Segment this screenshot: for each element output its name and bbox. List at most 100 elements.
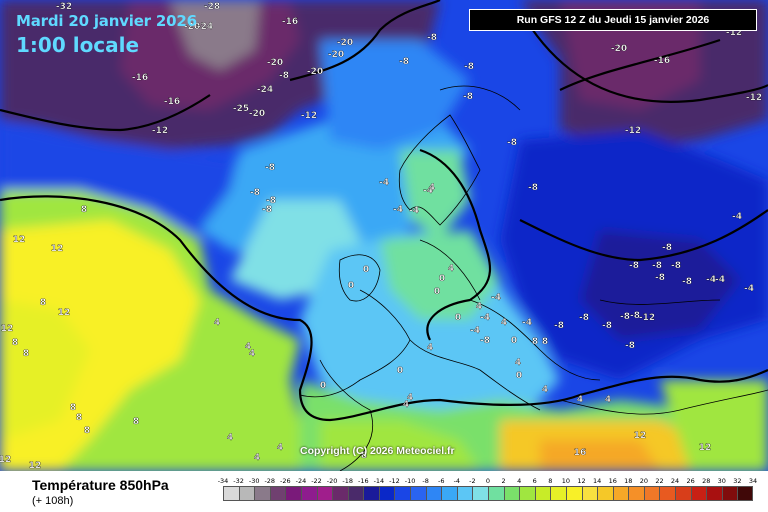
- isotherm-label: -16: [164, 97, 180, 107]
- legend-swatch: [565, 486, 582, 501]
- isotherm-label: -20: [611, 44, 627, 54]
- isotherm-label: 4: [476, 302, 482, 312]
- legend-swatch: [597, 486, 614, 501]
- isotherm-label: -12: [301, 111, 317, 121]
- legend-swatch: [581, 486, 598, 501]
- isotherm-label: -4: [393, 205, 403, 215]
- legend-swatch: [269, 486, 286, 501]
- legend-tick-label: 22: [655, 477, 664, 485]
- run-info-text: Run GFS 12 Z du Jeudi 15 janvier 2026: [516, 14, 710, 26]
- isotherm-label: 4: [403, 400, 409, 410]
- legend-tick-label: 10: [561, 477, 571, 485]
- isotherm-label: -8: [652, 261, 662, 271]
- isotherm-label: -8: [662, 243, 672, 253]
- footer-bar: Température 850hPa (+ 108h) -34 -32 -30 -28…: [0, 471, 768, 512]
- legend-swatch: [488, 486, 504, 501]
- isotherm-label: -8: [250, 188, 260, 198]
- legend-tick-label: -30: [248, 477, 260, 485]
- legend-swatch: [737, 486, 754, 501]
- isotherm-label: -24: [257, 85, 273, 95]
- isotherm-label: -12: [639, 313, 655, 323]
- legend-tick-label: -14: [373, 477, 385, 485]
- legend-tick-label: -6: [437, 477, 445, 485]
- isotherm-label: 4: [249, 349, 255, 359]
- isotherm-label: -8: [579, 313, 589, 323]
- isotherm-label: 12: [13, 235, 26, 245]
- isotherm-label: 8: [70, 403, 76, 413]
- isotherm-label: -28: [204, 2, 220, 12]
- legend-swatch: [347, 486, 364, 501]
- isotherm-label: 12: [51, 244, 64, 254]
- legend-swatch: [254, 486, 271, 501]
- legend-tick-label: 20: [639, 477, 649, 485]
- isotherm-label: -8: [427, 33, 437, 43]
- isotherm-label: -8: [399, 57, 409, 67]
- isotherm-label: -12: [726, 28, 742, 38]
- lead-time: (+ 108h): [32, 495, 74, 507]
- isotherm-label: -12: [152, 126, 168, 136]
- legend-swatch: [363, 486, 380, 501]
- legend-swatch: [378, 486, 395, 501]
- isotherm-label: -4: [522, 318, 532, 328]
- legend-swatch: [332, 486, 349, 501]
- isotherm-label: 4: [254, 453, 260, 463]
- legend-tick-label: 16: [608, 477, 617, 485]
- isotherm-label: -4: [744, 284, 754, 294]
- legend-tick-label: -8: [422, 477, 429, 485]
- isotherm-label: 8: [133, 417, 139, 427]
- legend-tick-label: 28: [702, 477, 711, 485]
- legend-tick-label: -34: [217, 477, 229, 485]
- variable-title: Température 850hPa: [32, 477, 169, 493]
- legend-tick-label: 18: [624, 477, 633, 485]
- valid-local-time: 1:00 locale: [16, 33, 140, 57]
- valid-date: Mardi 20 janvier 2026: [16, 12, 197, 30]
- legend-swatch: [410, 486, 427, 501]
- isotherm-label: -8: [655, 273, 665, 283]
- legend-tick-label: -20: [326, 477, 338, 485]
- isotherm-label: -4: [409, 206, 419, 216]
- isotherm-label: -20: [184, 22, 200, 32]
- isotherm-label: 12: [1, 324, 14, 334]
- isotherm-label: -4: [470, 326, 480, 336]
- legend-swatch: [690, 486, 707, 501]
- isotherm-label: 12: [634, 431, 647, 441]
- isotherm-label: 4: [501, 318, 507, 328]
- isotherm-label: -20: [337, 38, 353, 48]
- isotherm-label: -8: [528, 183, 538, 193]
- legend-swatch: [721, 486, 738, 501]
- isotherm-label: 16: [574, 448, 587, 458]
- isotherm-label: -20: [307, 67, 323, 77]
- legend-swatch: [316, 486, 333, 501]
- legend-tick-label: 4: [517, 477, 522, 485]
- legend-swatch: [238, 486, 255, 501]
- isotherm-label: -4: [423, 186, 433, 196]
- isotherm-label: 0: [455, 313, 461, 323]
- isotherm-label: -8: [262, 205, 272, 215]
- isotherm-label: -4: [706, 275, 716, 285]
- legend-tick-label: -12: [389, 477, 400, 485]
- isotherm-label: 8: [532, 337, 538, 347]
- legend-swatch: [456, 486, 473, 501]
- isotherm-label: 4: [515, 358, 521, 368]
- legend-tick-label: -2: [469, 477, 476, 485]
- legend-tick-label: -18: [342, 477, 354, 485]
- legend-tick-label: 14: [592, 477, 602, 485]
- isotherm-label: 8: [361, 451, 367, 461]
- isotherm-label: -4: [715, 275, 725, 285]
- temperature-map: -32 -28-20-24 -16-8-20-20-20-20-8-16-24-16…: [0, 0, 768, 471]
- isotherm-label: -8: [625, 341, 635, 351]
- isotherm-label: 8: [76, 413, 82, 423]
- legend-frame: [223, 486, 753, 501]
- isotherm-label: -8: [554, 321, 564, 331]
- isotherm-label: 4: [427, 343, 433, 353]
- legend-tick-label: 32: [733, 477, 742, 485]
- forecast-valid-time: Mardi 20 janvier 2026 1:00 locale: [16, 12, 197, 57]
- legend-tick-label: -22: [311, 477, 322, 485]
- run-info-box: Run GFS 12 Z du Jeudi 15 janvier 2026: [469, 9, 757, 31]
- isotherm-label: 4: [542, 385, 548, 395]
- isotherm-label: 0: [434, 287, 440, 297]
- isotherm-label: 4: [277, 443, 283, 453]
- legend-swatch: [675, 486, 692, 501]
- isotherm-label: -4: [491, 293, 501, 303]
- copyright-text: Copyright (C) 2026 Meteociel.fr: [300, 445, 455, 457]
